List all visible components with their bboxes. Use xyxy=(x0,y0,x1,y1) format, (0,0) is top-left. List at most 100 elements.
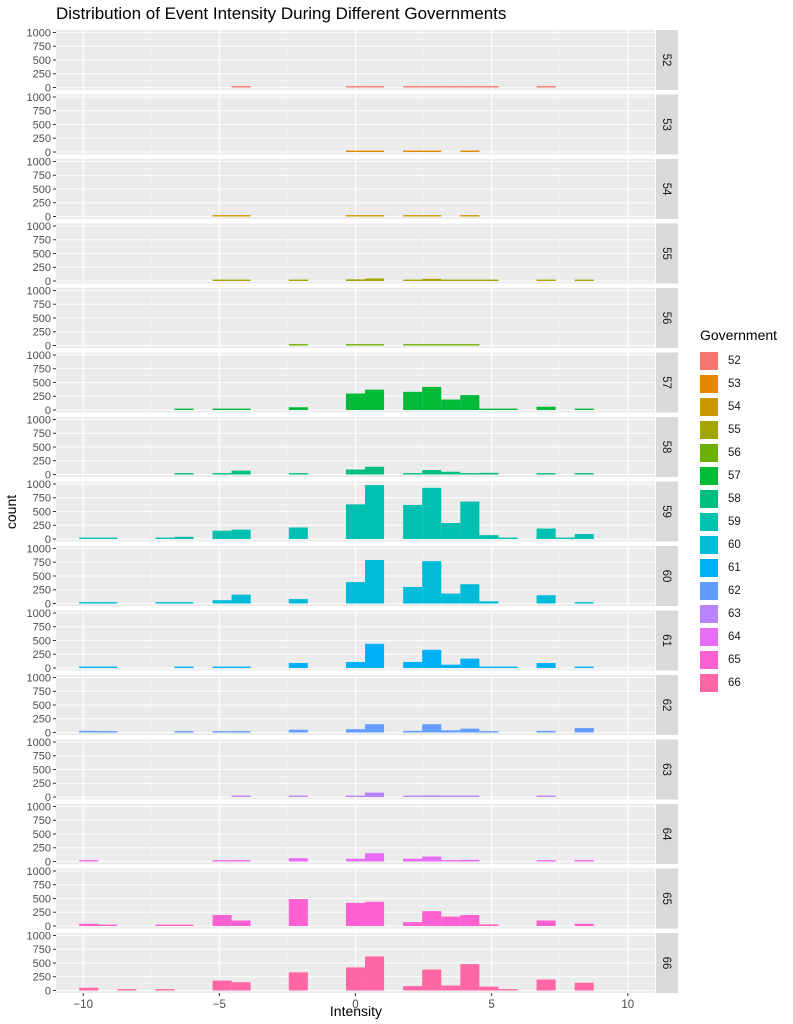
histogram-bar xyxy=(79,537,99,539)
histogram-bar xyxy=(403,504,423,539)
histogram-bar xyxy=(212,473,232,475)
histogram-bar xyxy=(536,730,556,733)
histogram-bar xyxy=(98,537,118,539)
histogram-bar xyxy=(536,86,556,88)
y-tick-label: 750 xyxy=(33,815,51,827)
y-tick-label: 500 xyxy=(33,119,51,131)
y-tick-label: 250 xyxy=(33,391,51,403)
histogram-bar xyxy=(574,534,594,539)
histogram-bar xyxy=(345,86,366,88)
histogram-bar xyxy=(460,584,480,604)
y-tick-label: 0 xyxy=(45,469,51,481)
y-tick-label: 750 xyxy=(33,557,51,569)
legend-swatch xyxy=(700,581,718,600)
histogram-bar xyxy=(212,860,232,862)
y-tick-label: 250 xyxy=(33,714,51,726)
facet-panels: 0250500750100052025050075010005302505007… xyxy=(27,27,678,997)
histogram-bar xyxy=(479,601,499,604)
y-tick-label: 0 xyxy=(45,598,51,610)
legend-item-54: 54 xyxy=(700,395,777,418)
facet-strip-label: 58 xyxy=(660,441,672,454)
histogram-bar xyxy=(345,393,366,410)
y-tick-label: 500 xyxy=(33,377,51,389)
legend-item-57: 57 xyxy=(700,464,777,487)
histogram-bar xyxy=(288,663,308,668)
legend-item-56: 56 xyxy=(700,441,777,464)
histogram-bar xyxy=(365,86,385,88)
histogram-bar xyxy=(536,860,556,862)
histogram-bar xyxy=(574,279,594,281)
histogram-bar xyxy=(365,643,385,668)
histogram-bar xyxy=(231,215,251,217)
facet-strip xyxy=(656,933,678,993)
histogram-bar xyxy=(174,731,194,733)
histogram-bar xyxy=(345,729,366,733)
legend-swatch xyxy=(700,673,718,692)
y-tick-label: 0 xyxy=(45,727,51,739)
histogram-bar xyxy=(288,972,308,991)
histogram-bar xyxy=(212,279,232,281)
histogram-bar xyxy=(231,731,251,733)
y-tick-label: 250 xyxy=(33,456,51,468)
histogram-bar xyxy=(345,215,366,217)
histogram-bar xyxy=(79,860,99,862)
histogram-bar xyxy=(174,602,194,604)
histogram-bar xyxy=(479,666,499,668)
histogram-bar xyxy=(441,279,461,281)
facet-strip xyxy=(656,288,678,348)
facet-strip-label: 65 xyxy=(660,892,672,905)
histogram-bar xyxy=(231,860,251,862)
histogram-bar xyxy=(79,923,99,926)
histogram-bar xyxy=(231,982,251,991)
x-tick-label: 5 xyxy=(488,999,494,1011)
y-tick-label: 750 xyxy=(33,428,51,440)
facet-strip xyxy=(656,30,678,90)
y-tick-label: 1000 xyxy=(27,479,51,491)
histogram-bar xyxy=(536,663,556,668)
histogram-bar xyxy=(460,859,480,862)
histogram-bar xyxy=(422,724,442,733)
y-tick-label: 750 xyxy=(33,299,51,311)
facet-strip-label: 52 xyxy=(660,54,672,67)
legend-label: 52 xyxy=(728,354,741,367)
y-tick-label: 250 xyxy=(33,327,51,339)
histogram-bar xyxy=(536,979,556,991)
histogram-bar xyxy=(422,649,442,668)
y-tick-label: 0 xyxy=(45,534,51,546)
histogram-bar xyxy=(345,582,366,604)
y-tick-label: 1000 xyxy=(27,608,51,620)
histogram-bar xyxy=(441,664,461,668)
y-tick-label: 1000 xyxy=(27,737,51,749)
facet-strip-label: 63 xyxy=(660,763,672,776)
histogram-bar xyxy=(79,987,99,991)
histogram-bar xyxy=(403,344,423,346)
legend-label: 62 xyxy=(728,584,741,597)
facet-strip-label: 59 xyxy=(660,505,672,518)
legend-swatch xyxy=(700,512,718,531)
y-tick-label: 750 xyxy=(33,751,51,763)
histogram-bar xyxy=(536,595,556,604)
facet-strip xyxy=(656,481,678,542)
histogram-bar xyxy=(479,472,499,475)
histogram-bar xyxy=(231,795,251,797)
histogram-bar xyxy=(479,924,499,926)
histogram-bar xyxy=(345,150,366,152)
facet-strip-label: 61 xyxy=(660,634,672,647)
legend-label: 55 xyxy=(728,423,741,436)
y-tick-label: 0 xyxy=(45,211,51,223)
histogram-bar xyxy=(460,964,480,991)
histogram-bar xyxy=(98,924,118,926)
y-tick-label: 750 xyxy=(33,880,51,892)
histogram-bar xyxy=(365,215,385,217)
x-tick-label: −10 xyxy=(73,999,93,1011)
facet-strip xyxy=(656,546,678,606)
histogram-bar xyxy=(422,795,442,797)
legend-item-59: 59 xyxy=(700,510,777,533)
histogram-bar xyxy=(345,469,366,475)
legend-label: 63 xyxy=(728,607,741,620)
histogram-bar xyxy=(365,344,385,346)
y-tick-label: 500 xyxy=(33,506,51,518)
